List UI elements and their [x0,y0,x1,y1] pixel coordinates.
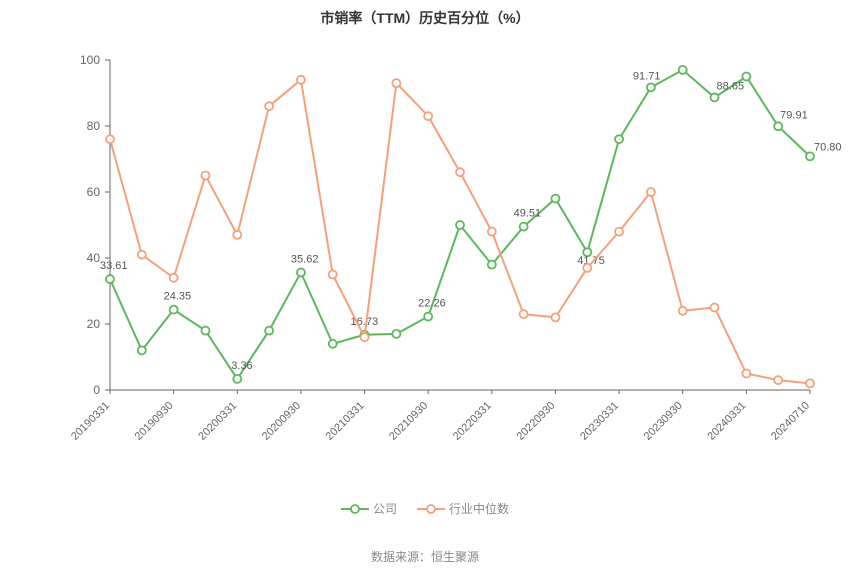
series-marker [233,231,241,239]
series-marker [201,172,209,180]
x-tick-label: 20200331 [196,400,239,443]
series-marker [488,228,496,236]
series-marker [774,122,782,130]
legend-item-0[interactable]: 公司 [341,500,397,517]
series-marker [520,310,528,318]
series-marker [106,135,114,143]
series-marker [551,313,559,321]
series-marker [456,168,464,176]
series-marker [488,261,496,269]
legend-item-1[interactable]: 行业中位数 [417,500,509,517]
data-label: 49.51 [514,208,542,220]
legend-label: 公司 [373,500,397,517]
series-marker [170,274,178,282]
series-marker [106,275,114,283]
series-marker [297,76,305,84]
series-marker [138,251,146,259]
series-marker [583,264,591,272]
chart-title: 市销率（TTM）历史百分位（%） [0,8,850,28]
series-marker [265,102,273,110]
series-marker [329,340,337,348]
data-label: 33.61 [100,260,128,272]
y-tick-label: 0 [93,383,100,397]
x-tick-label: 20220930 [514,400,557,443]
series-marker [551,195,559,203]
series-marker [265,327,273,335]
legend-label: 行业中位数 [449,500,509,517]
series-marker [647,83,655,91]
series-marker [679,66,687,74]
series-marker [806,152,814,160]
series-line-1 [110,80,810,384]
series-marker [679,307,687,315]
x-tick-label: 20210930 [387,400,430,443]
series-marker [392,330,400,338]
series-marker [329,271,337,279]
legend-marker-icon [341,502,369,516]
series-marker [424,313,432,321]
series-marker [201,327,209,335]
series-marker [742,73,750,81]
x-tick-label: 20230331 [578,400,621,443]
series-marker [806,379,814,387]
series-marker [361,333,369,341]
chart-plot: 0 20 40 60 80 100 20190331 20190930 20200331 2020… [0,30,850,490]
legend: 公司 行业中位数 [0,500,850,519]
series-marker [647,188,655,196]
series-marker [424,112,432,120]
data-label: 88.65 [717,80,745,92]
data-label: 79.91 [780,109,808,121]
data-label: 3.36 [231,360,252,372]
y-tick-label: 40 [87,251,101,265]
x-tick-label: 20190930 [133,400,176,443]
x-tick-label: 20200930 [260,400,303,443]
y-tick-label: 60 [87,185,101,199]
x-tick-label: 20230930 [642,400,685,443]
series-marker [711,304,719,312]
x-tick-label: 20190331 [69,400,112,443]
series-marker [774,376,782,384]
x-tick-label: 20240331 [705,400,748,443]
series-marker [392,79,400,87]
series-marker [615,135,623,143]
data-label: 70.80 [814,141,842,153]
data-label: 35.62 [291,253,319,265]
x-tick-label: 20240710 [769,400,812,443]
series-marker [170,306,178,314]
series-marker [138,346,146,354]
data-label: 91.71 [633,70,661,82]
series-marker [615,228,623,236]
series-marker [456,221,464,229]
x-tick-label: 20210331 [324,400,367,443]
data-source: 数据来源：恒生聚源 [0,548,850,565]
data-label: 22.26 [418,298,446,310]
chart-container: 市销率（TTM）历史百分位（%） 0 20 40 60 80 100 20190331 201… [0,0,850,575]
x-tick-label: 20220331 [451,400,494,443]
y-tick-label: 100 [80,53,100,67]
series-marker [297,268,305,276]
series-marker [233,375,241,383]
legend-marker-icon [417,502,445,516]
series-marker [520,223,528,231]
series-marker [711,93,719,101]
data-label: 24.35 [164,291,192,303]
y-tick-label: 80 [87,119,101,133]
series-marker [742,370,750,378]
y-tick-label: 20 [87,317,101,331]
